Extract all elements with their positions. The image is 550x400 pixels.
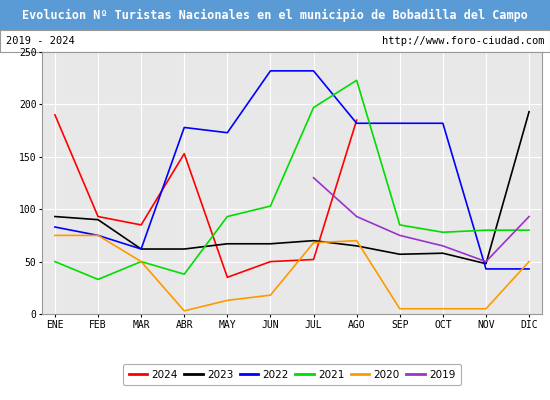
Legend: 2024, 2023, 2022, 2021, 2020, 2019: 2024, 2023, 2022, 2021, 2020, 2019 (123, 364, 461, 385)
Text: Evolucion Nº Turistas Nacionales en el municipio de Bobadilla del Campo: Evolucion Nº Turistas Nacionales en el m… (22, 8, 528, 22)
Text: 2019 - 2024: 2019 - 2024 (6, 36, 74, 46)
Text: http://www.foro-ciudad.com: http://www.foro-ciudad.com (382, 36, 544, 46)
